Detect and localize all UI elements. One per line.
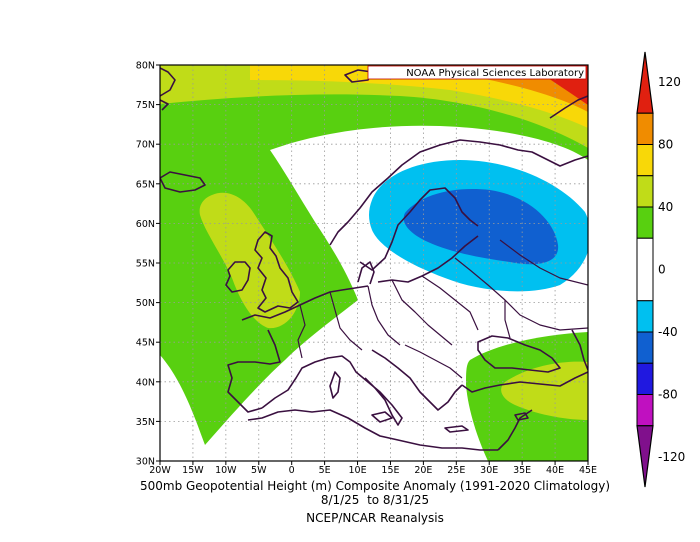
colorbar: 120 80 40 0 -40 -80 -120 (636, 51, 685, 488)
coast-levant (497, 409, 533, 451)
colorbar-bin-40-60 (636, 175, 654, 208)
lon-label-15E: 15E (381, 465, 399, 476)
caption-source: NCEP/NCAR Reanalysis (306, 511, 444, 525)
lat-label-65N: 65N (136, 179, 155, 190)
lat-label-55N: 55N (136, 259, 155, 270)
colorbar-bin--20-20 (636, 237, 654, 302)
coast-caspian (571, 329, 588, 371)
lon-label-35E: 35E (513, 465, 531, 476)
colorbar-bin--100--80 (636, 394, 654, 427)
lon-label-10W: 10W (215, 465, 237, 476)
lon-label-45E: 45E (579, 465, 597, 476)
colorbar-label--80: -80 (658, 388, 678, 402)
coast-corsica-sardinia (329, 371, 341, 399)
lon-label-30E: 30E (480, 465, 498, 476)
lat-label-45N: 45N (136, 338, 155, 349)
colorbar-label-80: 80 (658, 138, 673, 152)
anomaly-field (160, 65, 588, 461)
coast-sweden-baltic (359, 187, 479, 271)
lon-label-25E: 25E (447, 465, 465, 476)
coast-north-africa (247, 409, 498, 451)
credit-box: NOAA Physical Sciences Laboratory (367, 65, 587, 80)
coast-ireland (225, 261, 251, 293)
lat-label-70N: 70N (136, 140, 155, 151)
longitude-labels: 20W 15W 10W 5W 0 5E 10E 15E 20E 25E 30E 35E 40E 45E (149, 461, 597, 476)
lat-label-35N: 35N (136, 417, 155, 428)
colorbar-bin--40--20 (636, 300, 654, 333)
colorbar-label--40: -40 (658, 325, 678, 339)
coast-crete (444, 425, 469, 433)
colorbar-bin-bottom-arrow (636, 425, 654, 488)
credit-text: NOAA Physical Sciences Laboratory (406, 68, 584, 79)
coast-cyprus (514, 412, 529, 421)
anomaly-positive-north-west (160, 65, 588, 445)
coast-novaya-zemlya (549, 95, 588, 119)
coast-denmark (357, 261, 375, 285)
coast-greenland-edge (160, 67, 176, 111)
latitude-labels: 80N 75N 70N 65N 60N 55N 50N 45N 40N 35N 30N (136, 61, 160, 468)
coastlines (160, 67, 588, 451)
caption-dates: 8/1/25 to 8/31/25 (320, 493, 430, 507)
lat-label-50N: 50N (136, 298, 155, 309)
coast-baltic-south (377, 235, 479, 283)
colorbar-bin-top-arrow (636, 51, 654, 114)
coast-aegean-turkey (461, 371, 588, 393)
lat-label-80N: 80N (136, 61, 155, 72)
lon-label-20W: 20W (149, 465, 171, 476)
coast-adriatic-balkans (371, 349, 463, 411)
coast-mediterranean (261, 355, 403, 426)
anomaly-positive-turkey (501, 361, 588, 420)
colorbar-bin-20-40 (636, 206, 654, 239)
colorbar-label--120: -120 (658, 450, 685, 464)
colorbar-label-40: 40 (658, 200, 673, 214)
lat-label-75N: 75N (136, 100, 155, 111)
lon-label-5E: 5E (319, 465, 331, 476)
colorbar-bin-60-80 (636, 144, 654, 177)
lat-label-60N: 60N (136, 219, 155, 230)
anomaly-positive-british-isles (199, 192, 300, 329)
lon-label-20E: 20E (414, 465, 432, 476)
colorbar-bin-80-100 (636, 112, 654, 145)
coast-iceland (160, 171, 206, 193)
coast-western-europe (241, 285, 369, 321)
colorbar-bin--60--40 (636, 331, 654, 364)
lat-label-40N: 40N (136, 377, 155, 388)
coast-bay-of-biscay (227, 329, 281, 413)
lon-label-5W: 5W (251, 465, 267, 476)
colorbar-label-120: 120 (658, 75, 681, 89)
lat-label-30N: 30N (136, 457, 155, 468)
lon-label-40E: 40E (546, 465, 564, 476)
coast-sicily (371, 411, 393, 423)
caption-title: 500mb Geopotential Height (m) Composite … (139, 479, 610, 493)
coast-scandinavia (329, 139, 588, 246)
coast-black-sea (477, 335, 561, 373)
lon-label-15W: 15W (182, 465, 204, 476)
colorbar-bin--80--60 (636, 362, 654, 395)
colorbar-label-0: 0 (658, 263, 666, 277)
borders-inland (297, 239, 588, 379)
lon-label-10E: 10E (348, 465, 366, 476)
lon-label-0: 0 (289, 465, 295, 476)
coast-great-britain (254, 231, 299, 313)
anomaly-negative-baltic-core (403, 189, 559, 265)
